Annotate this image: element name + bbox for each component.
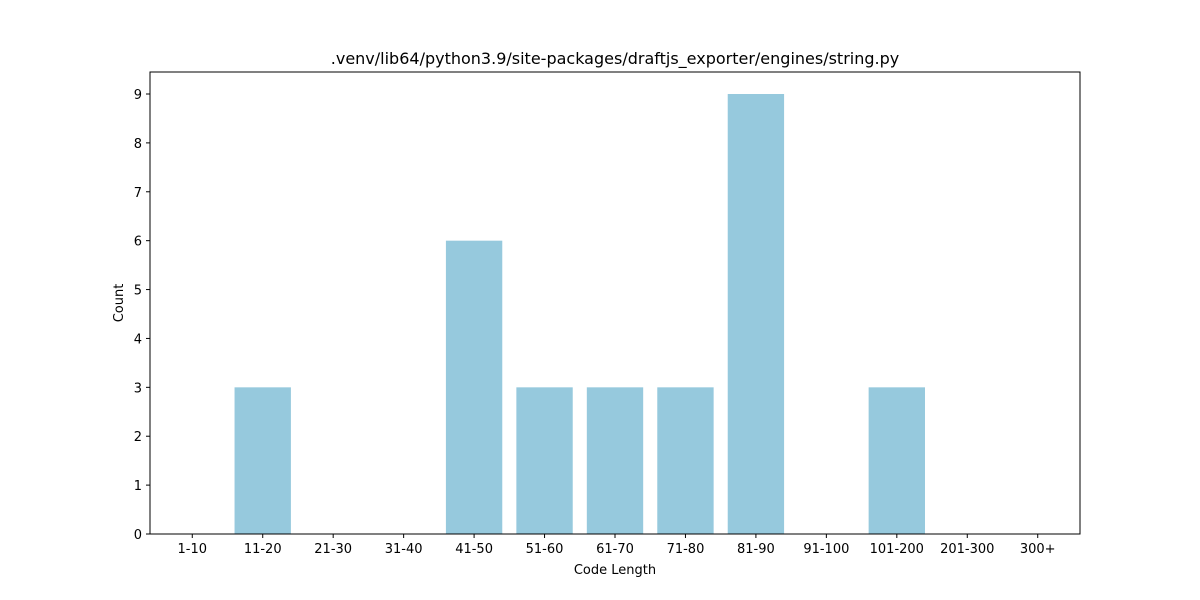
y-tick-label: 9 (134, 88, 142, 103)
bars-group (234, 94, 925, 534)
x-tick-label: 300+ (1020, 542, 1056, 557)
y-tick-label: 5 (134, 284, 142, 299)
x-tick-label: 91-100 (803, 542, 849, 557)
x-tick-label: 21-30 (314, 542, 352, 557)
y-tick-label: 8 (134, 137, 142, 152)
y-tick-label: 7 (134, 186, 142, 201)
y-axis-label: Count (112, 284, 127, 323)
x-tick-label: 41-50 (455, 542, 493, 557)
y-tick-label: 0 (134, 528, 142, 543)
y-tick-label: 3 (134, 381, 142, 396)
y-tick-label: 1 (134, 479, 142, 494)
bar-101-200 (868, 387, 925, 534)
bar-41-50 (445, 240, 503, 534)
bar-71-80 (657, 387, 714, 534)
chart-title: .venv/lib64/python3.9/site-packages/draf… (331, 49, 899, 69)
x-tick-label: 51-60 (526, 542, 564, 557)
x-tick-label: 81-90 (737, 542, 775, 557)
bar-61-70 (586, 387, 644, 534)
x-axis-label: Code Length (574, 563, 656, 578)
y-tick-label: 6 (134, 235, 142, 250)
bar-51-60 (516, 387, 573, 534)
y-axis-ticks: 0 1 2 3 4 5 6 7 8 9 (134, 88, 150, 543)
x-tick-label: 71-80 (667, 542, 705, 557)
x-tick-label: 201-300 (940, 542, 994, 557)
x-tick-label: 101-200 (870, 542, 924, 557)
bar-81-90 (727, 94, 785, 534)
x-tick-label: 1-10 (178, 542, 208, 557)
x-tick-label: 31-40 (385, 542, 423, 557)
x-tick-label: 61-70 (596, 542, 634, 557)
y-tick-label: 2 (134, 430, 142, 445)
bar-11-20 (234, 387, 291, 534)
plot-frame (149, 71, 1081, 535)
x-tick-label: 11-20 (244, 542, 282, 557)
x-axis-ticks: 1-10 11-20 21-30 31-40 41-50 51-60 61-70 71-80 8… (178, 534, 1056, 557)
y-tick-label: 4 (134, 332, 142, 347)
